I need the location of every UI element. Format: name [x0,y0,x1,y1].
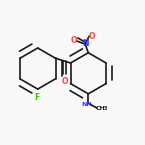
Text: O: O [89,32,95,41]
Text: CH: CH [96,106,106,110]
Text: N: N [82,39,88,48]
Text: O: O [62,77,68,86]
Text: 3: 3 [104,106,107,111]
Text: NH: NH [81,102,92,107]
Text: O: O [70,36,77,45]
Text: F: F [34,93,40,102]
